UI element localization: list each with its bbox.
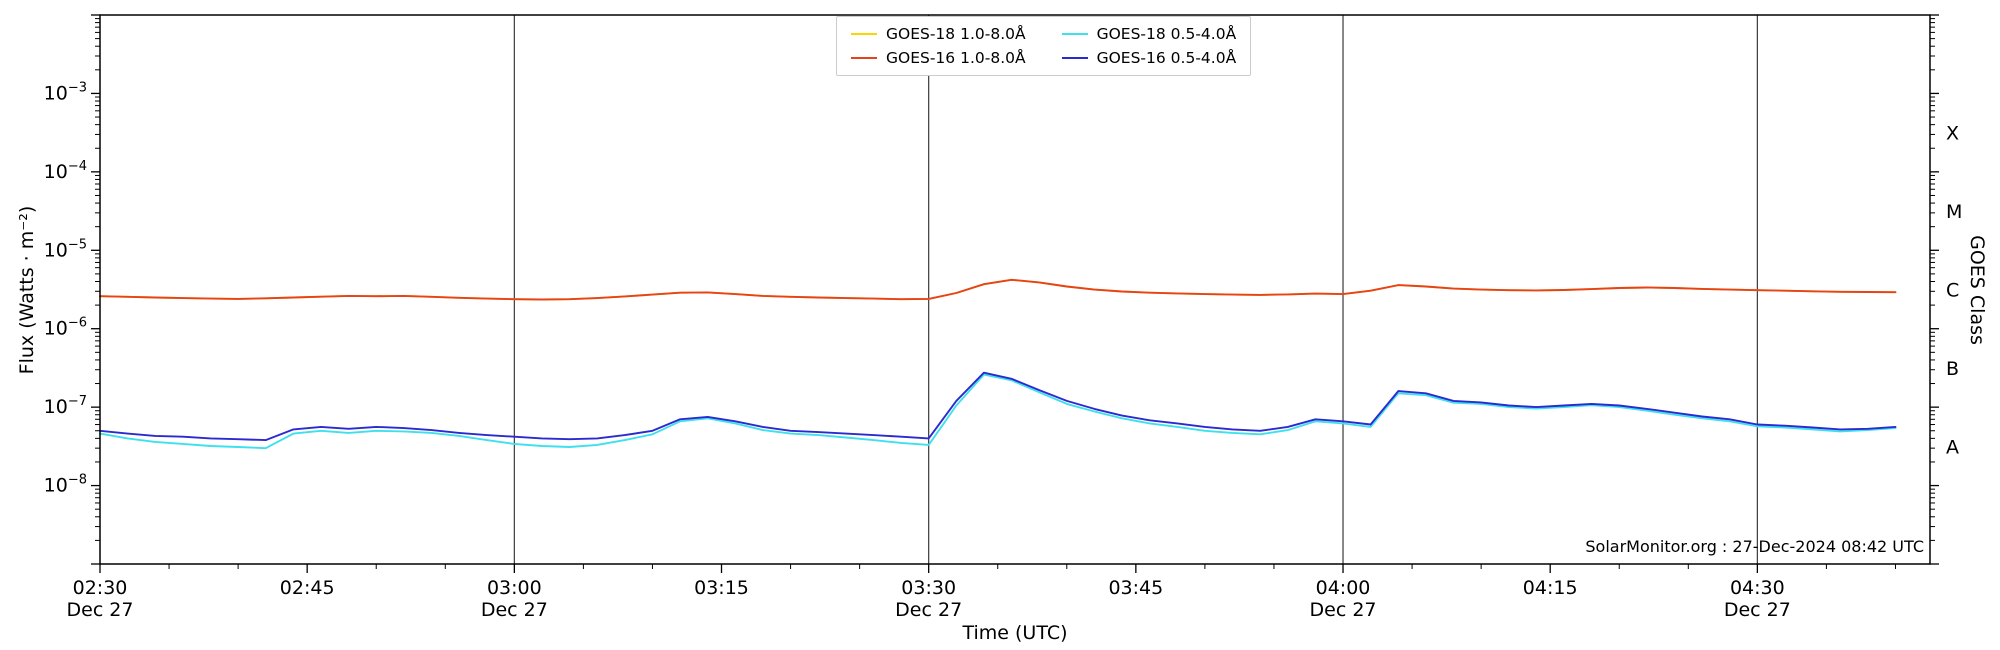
svg-text:04:00: 04:00 bbox=[1316, 577, 1371, 599]
y-axis-label-flux: Flux (Watts · m⁻²) bbox=[16, 205, 38, 375]
legend-item-goes18-short: GOES-18 0.5-4.0Å bbox=[1061, 25, 1237, 43]
svg-text:03:00: 03:00 bbox=[487, 577, 542, 599]
svg-text:Dec 27: Dec 27 bbox=[67, 599, 134, 621]
svg-text:X: X bbox=[1946, 123, 1959, 145]
svg-text:04:30: 04:30 bbox=[1730, 577, 1785, 599]
svg-text:10−6: 10−6 bbox=[44, 316, 87, 340]
legend-item-goes16-long: GOES-16 1.0-8.0Å bbox=[851, 49, 1026, 67]
svg-text:10−5: 10−5 bbox=[44, 237, 87, 261]
legend: GOES-18 1.0-8.0Å GOES-18 0.5-4.0Å GOES-1… bbox=[836, 16, 1252, 76]
legend-line-swatch-yellow bbox=[851, 33, 877, 35]
legend-line-swatch-blue bbox=[1061, 57, 1088, 59]
x-axis-label-time: Time (UTC) bbox=[962, 622, 1068, 644]
svg-text:02:30: 02:30 bbox=[73, 577, 128, 599]
svg-text:03:45: 03:45 bbox=[1108, 577, 1163, 599]
svg-text:Dec 27: Dec 27 bbox=[1724, 599, 1791, 621]
svg-text:Dec 27: Dec 27 bbox=[481, 599, 548, 621]
svg-text:10−7: 10−7 bbox=[44, 394, 87, 418]
svg-text:B: B bbox=[1946, 358, 1959, 380]
svg-text:03:30: 03:30 bbox=[901, 577, 956, 599]
legend-line-swatch-cyan bbox=[1061, 33, 1088, 35]
svg-text:10−8: 10−8 bbox=[44, 473, 87, 497]
y-axis-label-goes-class: GOES Class bbox=[1966, 235, 1988, 345]
credit-text: SolarMonitor.org : 27-Dec-2024 08:42 UTC bbox=[1585, 537, 1924, 556]
svg-text:10−3: 10−3 bbox=[44, 80, 87, 104]
svg-text:03:15: 03:15 bbox=[694, 577, 749, 599]
svg-text:10−4: 10−4 bbox=[44, 159, 87, 183]
svg-text:02:45: 02:45 bbox=[280, 577, 335, 599]
legend-item-goes16-short: GOES-16 0.5-4.0Å bbox=[1061, 49, 1237, 67]
svg-text:M: M bbox=[1946, 201, 1962, 223]
legend-label: GOES-18 1.0-8.0Å bbox=[886, 25, 1026, 43]
svg-text:Dec 27: Dec 27 bbox=[1310, 599, 1377, 621]
legend-label: GOES-16 0.5-4.0Å bbox=[1096, 49, 1237, 67]
svg-text:C: C bbox=[1946, 280, 1959, 302]
legend-line-swatch-red bbox=[851, 57, 877, 59]
svg-text:Dec 27: Dec 27 bbox=[895, 599, 962, 621]
legend-label: GOES-18 0.5-4.0Å bbox=[1096, 25, 1237, 43]
legend-item-goes18-long: GOES-18 1.0-8.0Å bbox=[851, 25, 1026, 43]
svg-text:A: A bbox=[1946, 436, 1959, 458]
svg-text:04:15: 04:15 bbox=[1523, 577, 1578, 599]
legend-label: GOES-16 1.0-8.0Å bbox=[886, 49, 1026, 67]
